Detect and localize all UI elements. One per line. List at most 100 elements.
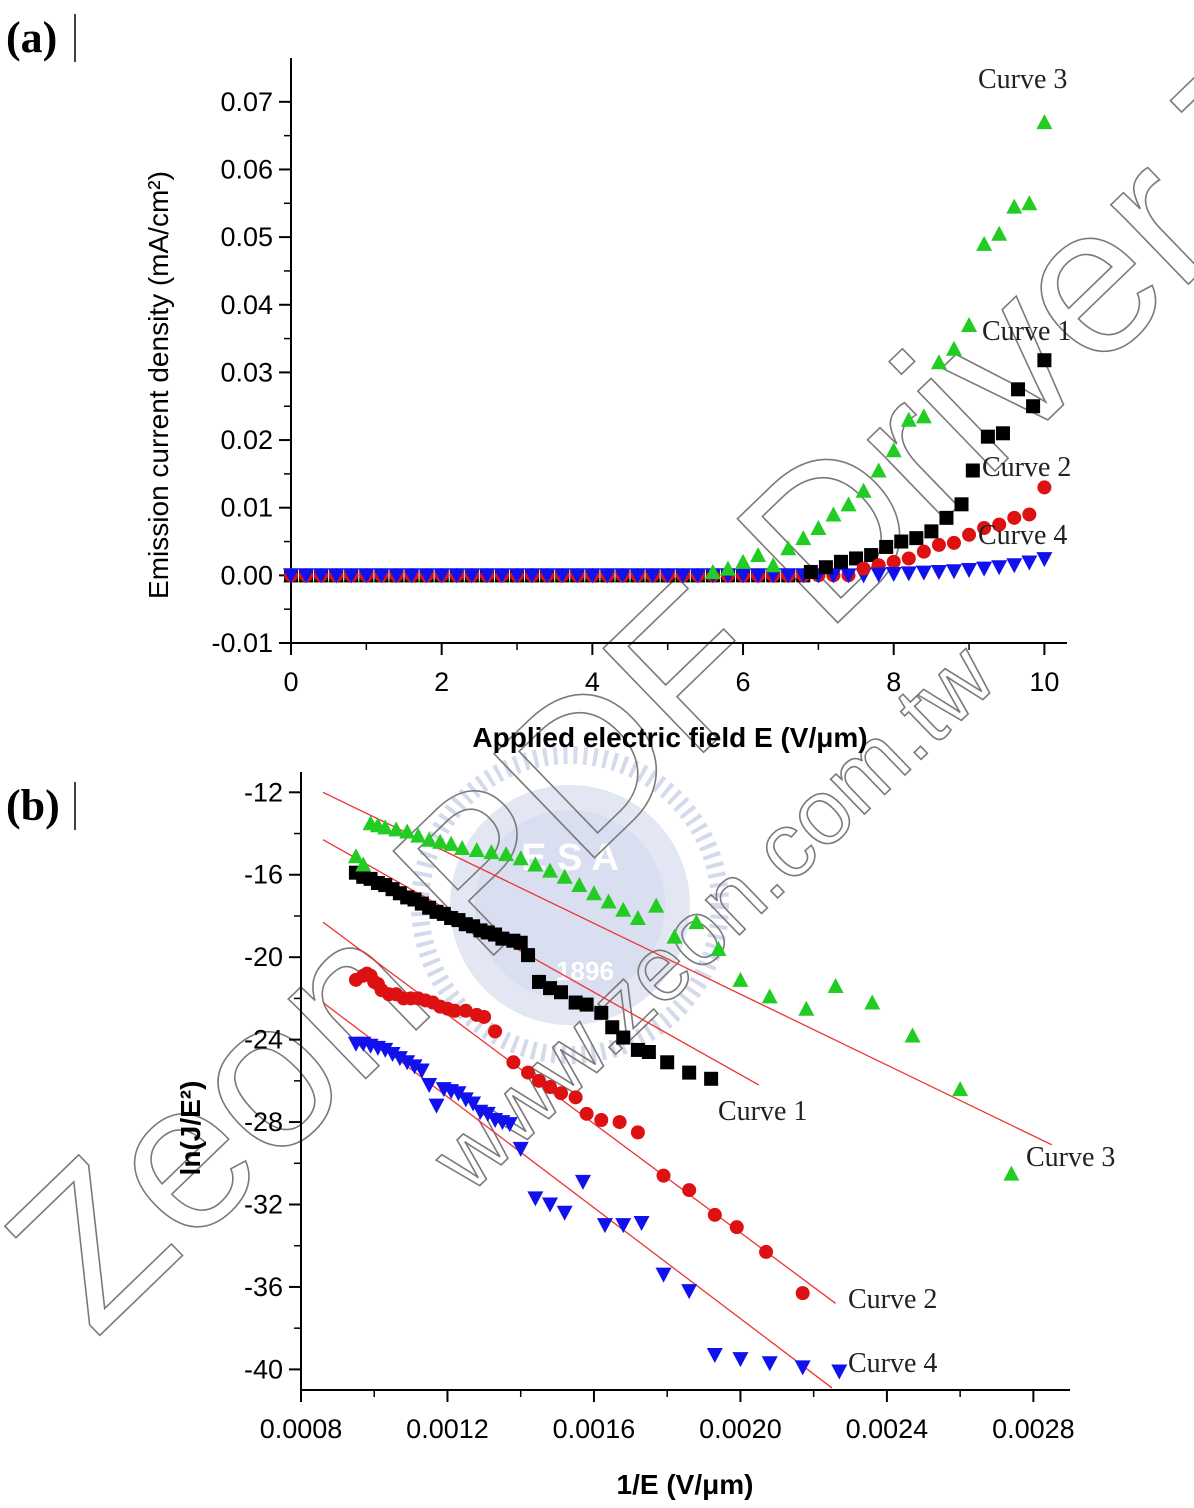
chart-panel-b: (b) 0.0008 0.0012 0.0016 0.0020 0.0024 0.0028… (6, 772, 1115, 1500)
data-point-curve-3 (825, 506, 842, 522)
data-point-curve-3 (855, 482, 872, 498)
data-point-curve-4 (399, 1055, 416, 1071)
panel-label-b: (b) (6, 781, 60, 830)
data-point-curve-3 (527, 856, 544, 872)
data-point-curve-1 (579, 997, 594, 1012)
data-point-curve-3 (377, 819, 394, 835)
data-point-curve-2 (977, 521, 992, 535)
data-point-curve-3 (795, 530, 812, 546)
b-y-tick-label: -36 (244, 1272, 283, 1302)
b-x-tick-label: 0.0016 (553, 1414, 636, 1444)
curve-label-a-curve1: Curve 1 (982, 316, 1071, 347)
data-point-curve-1 (980, 429, 995, 444)
data-point-curve-1 (616, 1030, 631, 1045)
data-point-curve-2 (886, 554, 901, 569)
y-axis-title-b: ln(J/E²) (175, 1081, 206, 1176)
data-point-curve-3 (765, 557, 782, 573)
data-point-curve-4-baseline (569, 568, 586, 584)
fit-line-curve-3 (322, 791, 1052, 1146)
data-point-curve-4 (1006, 558, 1023, 574)
data-point-curve-4 (428, 1098, 445, 1114)
data-point-curve-4-baseline (433, 568, 450, 584)
data-point-curve-4-baseline (584, 568, 601, 584)
data-point-curve-3 (498, 846, 515, 862)
data-point-curve-2 (458, 1003, 473, 1018)
data-point-curve-3 (750, 547, 767, 563)
data-point-curve-3 (585, 885, 602, 901)
data-point-curve-4-baseline (478, 568, 495, 584)
a-x-tick-label: 6 (736, 667, 751, 697)
data-point-curve-3 (600, 893, 617, 909)
data-point-curve-3 (710, 940, 727, 956)
data-point-curve-1 (864, 548, 879, 563)
data-point-curve-3 (810, 520, 827, 535)
data-point-curve-1 (553, 985, 568, 1000)
data-point-curve-3 (991, 225, 1008, 241)
b-x-tick-label: 0.0012 (406, 1414, 489, 1444)
data-point-curve-2 (962, 527, 977, 542)
data-point-curve-3 (840, 496, 857, 512)
data-point-curve-1 (803, 564, 818, 579)
data-point-curve-3 (961, 317, 978, 333)
data-point-curve-4 (915, 565, 932, 581)
data-point-curve-3 (798, 1000, 815, 1016)
b-y-tick-label: -32 (244, 1190, 283, 1220)
data-point-curve-3 (870, 462, 887, 478)
b-x-tick-label: 0.0020 (699, 1414, 782, 1444)
data-point-curve-1 (532, 974, 547, 989)
data-point-curve-4 (450, 1086, 467, 1102)
data-point-curve-1 (965, 463, 980, 478)
data-point-curve-4-baseline (554, 568, 571, 584)
data-point-curve-2 (992, 517, 1007, 532)
b-y-tick-label: -40 (244, 1354, 283, 1384)
data-point-curve-3 (410, 827, 427, 843)
data-point-curve-3 (615, 901, 632, 917)
a-y-tick-label: 0.01 (220, 493, 273, 523)
data-point-curve-3 (719, 560, 736, 576)
a-y-tick-label: 0.05 (220, 222, 273, 252)
a-x-tick-label: 10 (1029, 667, 1059, 697)
data-point-curve-3 (1021, 195, 1038, 211)
data-point-curve-2 (630, 1125, 645, 1140)
data-point-curve-4 (870, 567, 887, 583)
curve-label-b-curve4: Curve 4 (848, 1348, 937, 1379)
x-axis-title-b: 1/E (V/μm) (617, 1469, 754, 1500)
data-point-curve-1 (568, 995, 583, 1010)
data-point-curve-3 (512, 850, 529, 866)
logo-watermark: E S A 1896 (411, 746, 729, 1064)
data-point-curve-1 (513, 935, 528, 950)
data-point-curve-4 (596, 1218, 613, 1234)
fit-line-curve-1 (322, 839, 760, 1086)
data-point-curve-4-baseline (328, 568, 345, 584)
plot-area-b (347, 815, 1020, 1380)
data-point-curve-4 (945, 564, 962, 580)
data-point-curve-1 (1037, 353, 1052, 368)
data-point-curve-4 (512, 1141, 529, 1157)
data-point-curve-3 (885, 442, 902, 458)
data-point-curve-3 (666, 928, 683, 944)
data-point-curve-1 (818, 560, 833, 575)
data-point-curve-3 (421, 831, 438, 847)
axes-b: 0.0008 0.0012 0.0016 0.0020 0.0024 0.0028 -12 -… (244, 772, 1075, 1444)
data-point-curve-4-baseline (659, 568, 676, 584)
data-point-curve-1 (521, 948, 536, 963)
data-point-curve-4 (406, 1059, 423, 1075)
data-point-curve-1 (704, 1071, 719, 1086)
data-point-curve-3 (347, 848, 364, 864)
b-x-tick-label: 0.0028 (992, 1414, 1075, 1444)
data-point-curve-1 (594, 1005, 609, 1020)
data-point-curve-3 (443, 835, 460, 851)
data-point-curve-4-baseline (599, 568, 616, 584)
data-point-curve-2 (553, 1086, 568, 1101)
data-point-curve-2 (707, 1207, 722, 1222)
data-point-curve-2 (795, 1286, 810, 1301)
data-point-curve-4 (961, 562, 978, 578)
data-point-curve-3 (1036, 114, 1053, 130)
data-point-curve-3 (864, 994, 881, 1010)
data-point-curve-4 (457, 1092, 474, 1108)
curve-label-a-curve3: Curve 3 (978, 64, 1067, 95)
data-point-curve-4-baseline (493, 568, 510, 584)
a-x-tick-label: 4 (585, 667, 600, 697)
data-point-curve-1 (894, 534, 909, 549)
